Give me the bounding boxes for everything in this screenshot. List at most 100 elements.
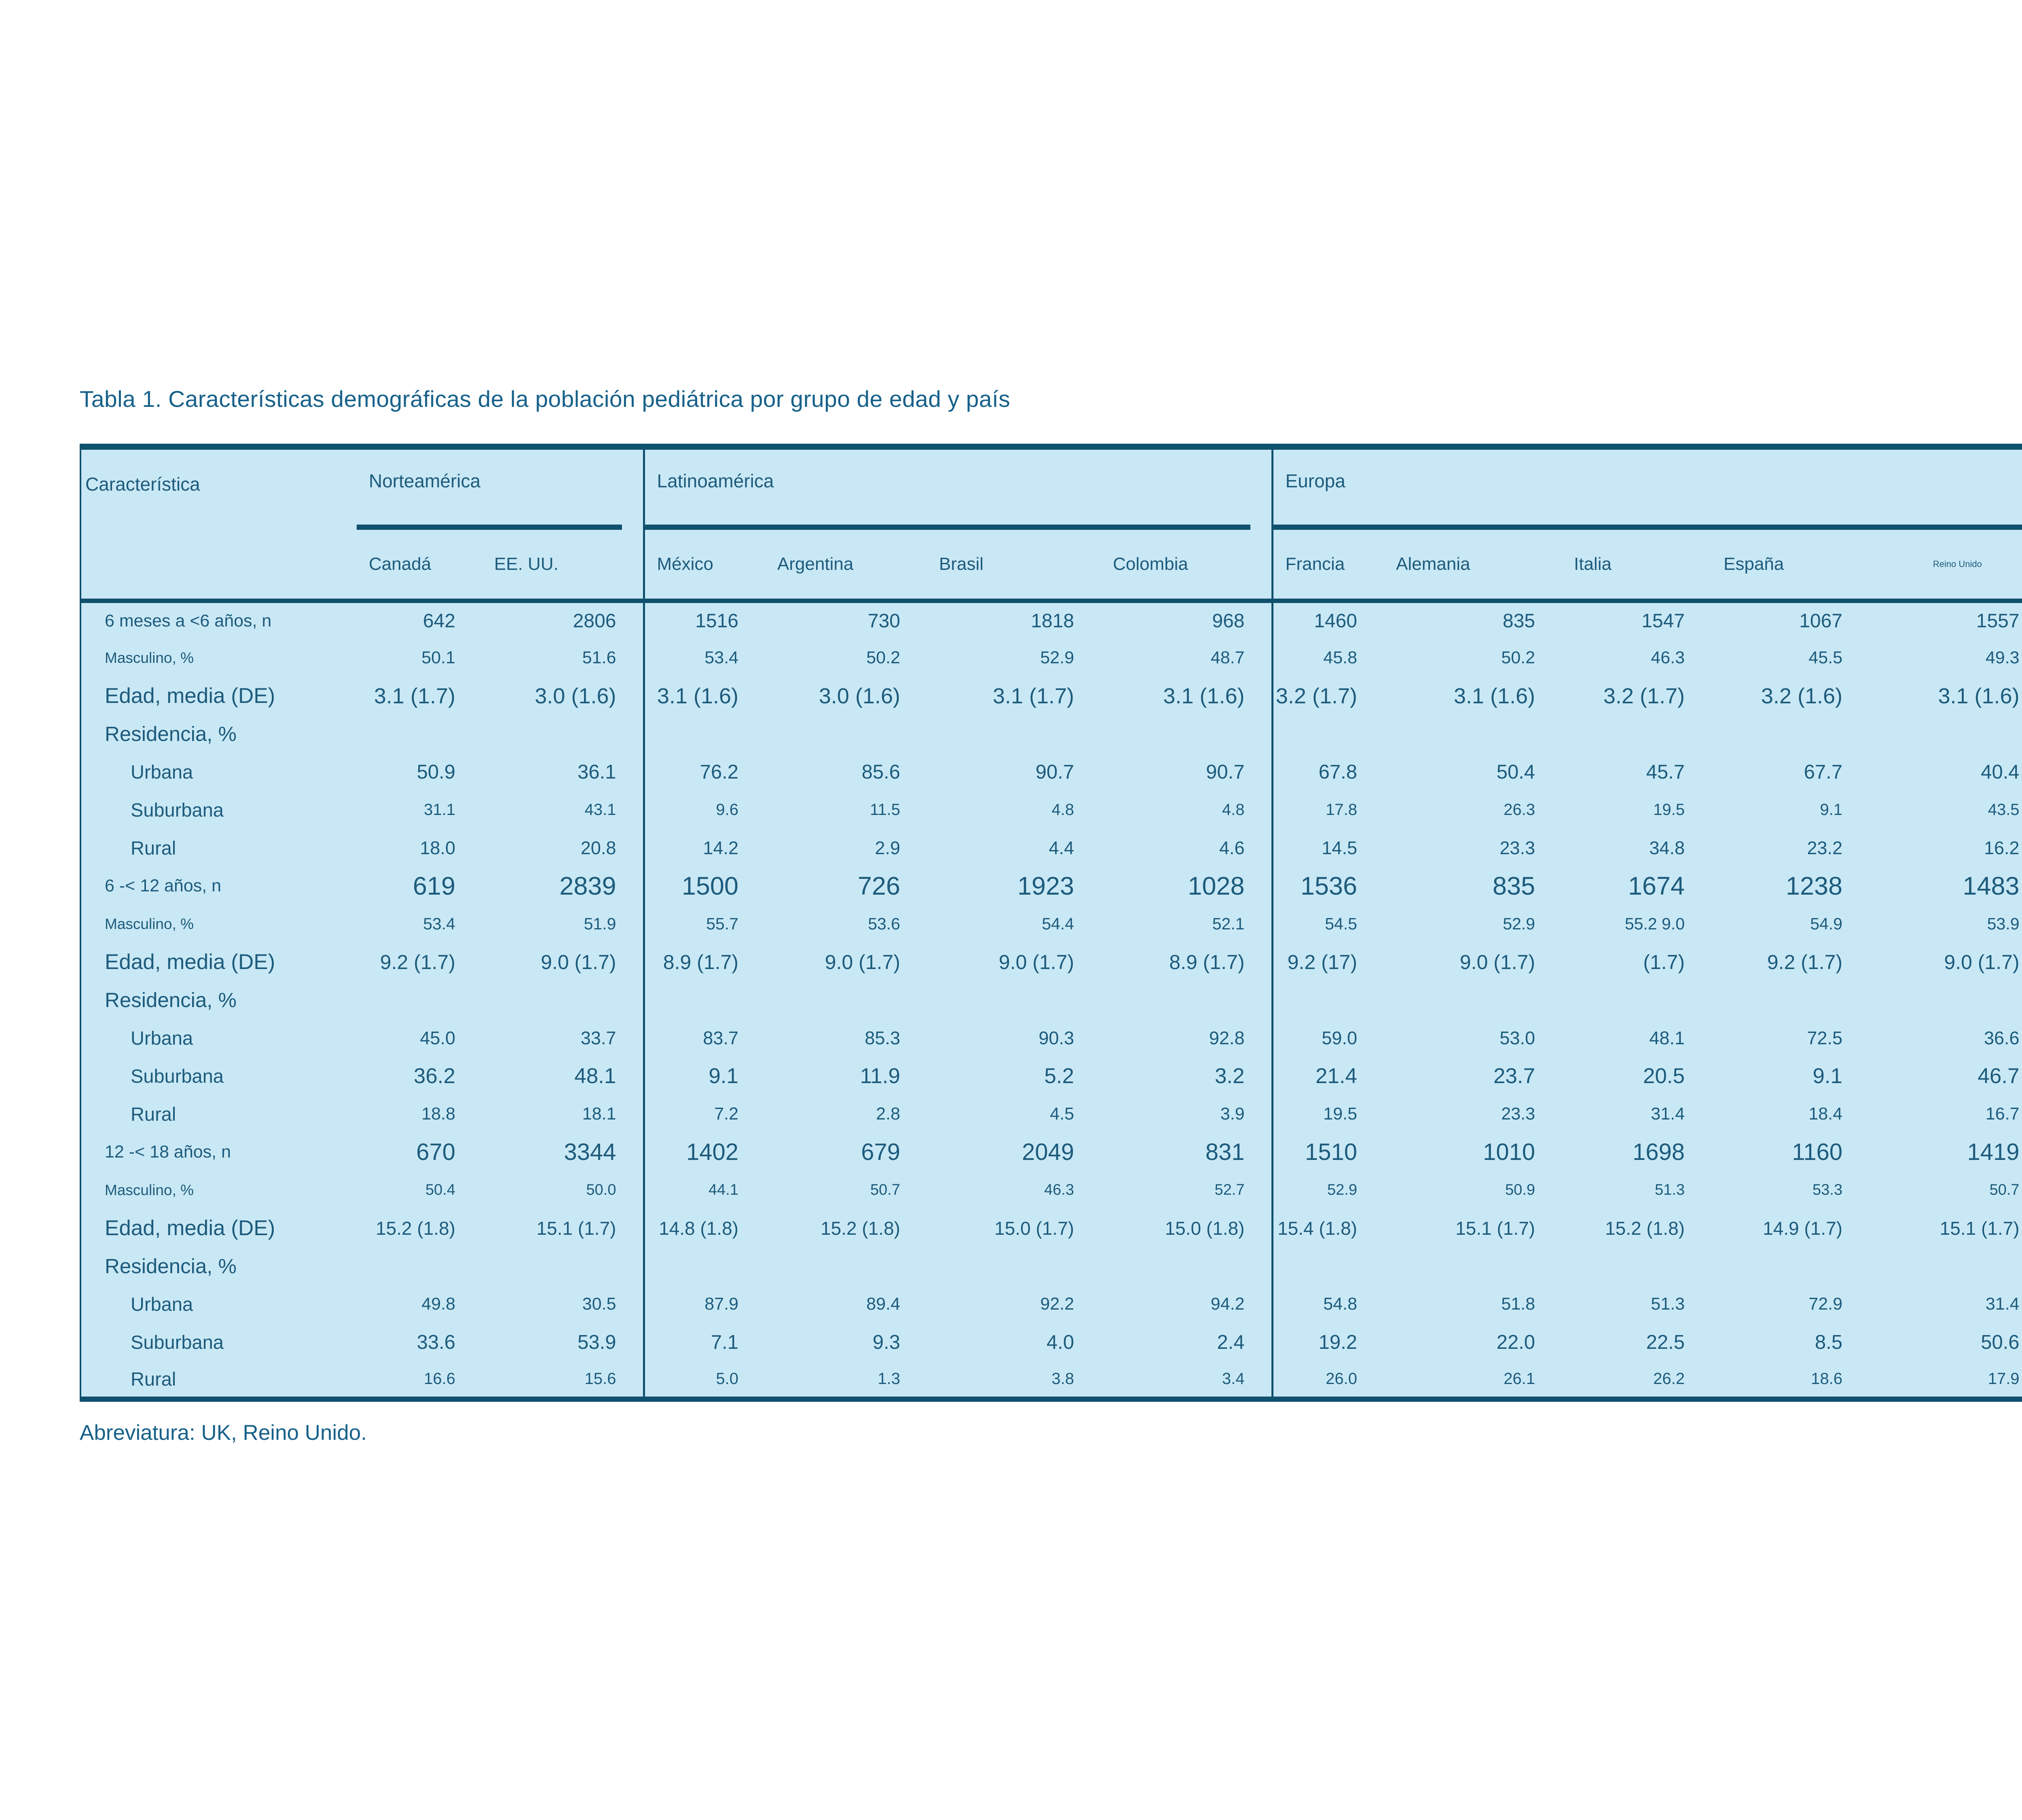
data-cell: 21.4	[1271, 1057, 1384, 1095]
data-cell	[927, 981, 1101, 1019]
data-cell: 1460	[1271, 601, 1384, 639]
data-cell: 45.7	[1646, 761, 1685, 783]
data-cell: 50.4	[425, 1181, 455, 1199]
data-cell: 15.1 (1.7)	[1455, 1217, 1535, 1239]
data-cell: 26.0	[1271, 1361, 1384, 1399]
country-header: Italia	[1574, 554, 1612, 574]
region-group-label: Latinoamérica	[657, 470, 774, 492]
data-cell: 87.9	[643, 1285, 765, 1323]
data-cell: 835	[1492, 872, 1535, 900]
data-cell: 2839	[559, 872, 616, 900]
data-cell: 4.4	[1049, 837, 1074, 858]
table-title: Tabla 1. Características demográficas de…	[80, 386, 1011, 412]
data-cell: 4.8	[1051, 801, 1074, 819]
data-cell: 679	[861, 1139, 900, 1166]
data-cell: 50.2	[866, 648, 900, 668]
data-cell: (1.7)	[1643, 950, 1685, 973]
row-label: 12 -< 18 años, n	[105, 1142, 231, 1162]
data-cell: 52.1	[1212, 914, 1245, 933]
data-cell: 9.0 (1.7)	[998, 950, 1074, 973]
data-cell: 20.5	[1643, 1064, 1685, 1088]
data-cell: 23.3	[1501, 1104, 1535, 1124]
data-cell: 50.9	[417, 761, 455, 783]
table-row: Suburbana 33.6 53.9 7.1 9.3 4.0 2.4 19.2 22.0 22.…	[80, 1323, 2022, 1361]
row-label: Residencia, %	[105, 1255, 237, 1278]
data-cell: 835	[1502, 610, 1535, 632]
data-cell	[1869, 1247, 2022, 1285]
data-cell: 52.9	[1503, 914, 1535, 933]
data-cell: 15.0 (1.8)	[1165, 1217, 1245, 1239]
data-cell: 85.6	[861, 761, 900, 783]
data-cell: 15.0 (1.7)	[994, 1217, 1074, 1239]
data-cell: 8.9 (1.7)	[643, 943, 765, 981]
country-header: Argentina	[777, 554, 854, 574]
data-cell: 90.7	[1206, 761, 1245, 783]
data-cell: 67.8	[1271, 753, 1384, 791]
data-cell: 31.4	[1985, 1294, 2020, 1314]
data-cell: 45.5	[1808, 648, 1842, 668]
data-cell: 15.1 (1.7)	[1940, 1217, 2020, 1239]
data-cell: 46.3	[1651, 648, 1685, 668]
table-row: Rural 18.8 18.1 7.2 2.8 4.5 3.9 19.5 23.3 31.4 18.…	[80, 1095, 2022, 1133]
row-label: Residencia, %	[105, 722, 237, 746]
data-cell: 50.9	[1505, 1181, 1535, 1199]
data-cell: 26.3	[1504, 801, 1535, 819]
data-cell: 2.8	[876, 1104, 900, 1124]
table-row: Urbana 45.0 33.7 83.7 85.3 90.3 92.8 59.0 53.0 48…	[80, 1019, 2022, 1057]
data-cell	[1562, 715, 1711, 753]
data-cell: 48.1	[1649, 1027, 1685, 1048]
data-cell: 89.4	[866, 1294, 900, 1314]
data-cell: 16.2	[1984, 837, 2020, 858]
data-cell	[765, 1247, 927, 1285]
row-label: Rural	[131, 1368, 176, 1390]
data-cell	[1101, 981, 1272, 1019]
data-cell: 3.0 (1.6)	[819, 684, 900, 708]
table-row: Rural 16.6 15.6 5.0 1.3 3.8 3.4 26.0 26.1 26.2 18.…	[80, 1361, 2022, 1399]
data-cell: 3.2 (1.7)	[1603, 684, 1685, 708]
data-cell: 51.6	[582, 648, 616, 668]
row-label: Rural	[131, 837, 176, 859]
table-header: Característica Norteamérica Latinoamérica E…	[80, 447, 2022, 601]
data-cell: 90.3	[1038, 1027, 1074, 1048]
country-header: EE. UU.	[494, 554, 558, 574]
data-cell: 3.2 (1.6)	[1761, 684, 1842, 708]
footnote: Abreviatura: UK, Reino Unido.	[80, 1421, 367, 1445]
data-cell	[1384, 981, 1562, 1019]
data-cell	[357, 1247, 482, 1285]
data-cell: 968	[1212, 610, 1245, 632]
data-cell: 49.3	[1985, 648, 2020, 668]
row-label: Edad, media (DE)	[105, 950, 275, 974]
data-cell	[765, 981, 927, 1019]
data-cell: 22.5	[1646, 1331, 1685, 1353]
data-cell	[1869, 715, 2022, 753]
data-cell: 15.2 (1.8)	[821, 1217, 900, 1239]
data-cell	[927, 1247, 1101, 1285]
page: Tabla 1. Características demográficas de…	[80, 386, 2022, 1445]
data-cell: 54.9	[1810, 914, 1842, 933]
data-cell: 3.8	[1051, 1369, 1074, 1388]
data-cell: 11.5	[870, 801, 900, 819]
data-cell: 16.7	[1985, 1104, 2020, 1124]
data-cell: 33.7	[580, 1027, 616, 1048]
data-cell: 31.4	[1651, 1104, 1685, 1124]
row-label: 6 meses a <6 años, n	[105, 611, 272, 631]
data-cell: 22.0	[1496, 1331, 1535, 1353]
data-cell: 48.7	[1210, 648, 1245, 668]
data-cell	[357, 981, 482, 1019]
data-cell: 3.2	[1214, 1064, 1245, 1088]
data-cell: 9.6	[643, 791, 765, 829]
data-cell: 4.8	[1222, 801, 1245, 819]
data-cell: 54.4	[1042, 914, 1074, 933]
data-cell	[765, 715, 927, 753]
data-cell: 76.2	[643, 753, 765, 791]
data-cell: 2.4	[1217, 1331, 1245, 1353]
country-header: Brasil	[939, 554, 984, 574]
data-cell: 9.2 (1.7)	[380, 950, 455, 973]
data-cell: 85.3	[865, 1027, 900, 1048]
data-cell: 7.2	[643, 1095, 765, 1133]
data-cell: 16.6	[424, 1369, 455, 1388]
data-cell: 52.7	[1214, 1181, 1245, 1199]
data-cell: 9.0 (1.7)	[1944, 950, 2020, 973]
row-label: Residencia, %	[105, 988, 237, 1012]
data-cell: 14.8 (1.8)	[643, 1209, 765, 1247]
